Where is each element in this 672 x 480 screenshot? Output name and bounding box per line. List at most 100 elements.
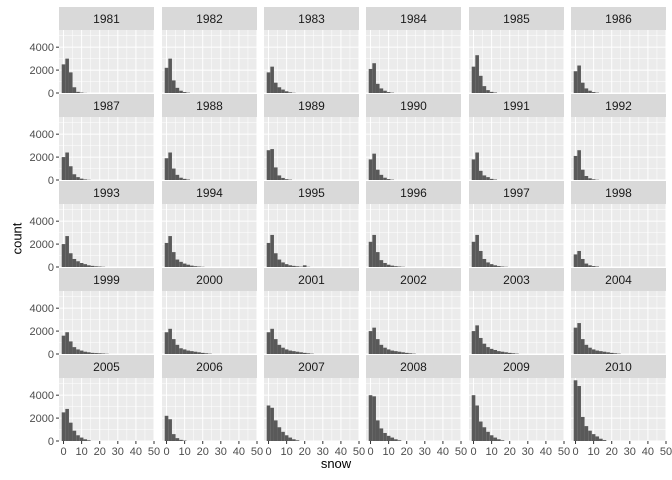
panel-background [162,30,257,93]
histogram-bar [478,337,483,354]
histogram-bar [273,420,278,441]
histogram-bar [368,395,373,441]
histogram-bar [266,150,271,180]
x-tick-label: 50 [353,446,365,458]
histogram-bar [171,252,176,267]
facet-strip-label: 2008 [400,360,427,374]
histogram-bar [394,439,398,441]
histogram-bar [580,169,585,180]
histogram-bar [372,153,376,180]
x-tick-label: 30 [624,446,636,458]
histogram-bar [386,264,391,267]
facet-strip-label: 2006 [196,360,223,374]
facet-panel-1983: 1983 [264,7,360,94]
y-tick-label: 2000 [30,326,54,338]
x-tick-label: 30 [317,446,329,458]
facet-strip [366,94,461,117]
histogram-bar [175,438,180,441]
facet-panel-1982: 1982 [162,7,258,94]
histogram-bar [591,266,596,267]
histogram-bar [584,263,589,267]
x-tick-label: 0 [265,446,271,458]
x-tick-label: 20 [197,446,209,458]
histogram-bar [266,332,271,354]
facet-strip [366,181,461,204]
histogram-bar [375,169,380,180]
histogram-bar [90,265,95,267]
histogram-bar [375,252,380,267]
histogram-bar [478,250,483,267]
histogram-bar [266,72,271,93]
histogram-bar [302,265,307,267]
histogram-bar [482,175,487,180]
facet-panel-1986: 1986 [571,7,667,94]
facet-strip [469,181,564,204]
histogram-bar [97,353,102,354]
histogram-bar [599,438,603,441]
histogram-bar [273,82,278,93]
histogram-bar [386,92,391,93]
facet-strip-label: 2002 [400,273,427,287]
histogram-bar [175,344,180,354]
histogram-bar [171,80,176,93]
histogram-bar [573,155,578,180]
histogram-bar [295,440,300,441]
y-tick-label: 2000 [30,65,54,77]
x-tick-label: 20 [94,446,106,458]
panel-background [469,30,564,93]
panel-background [469,117,564,180]
x-tick-label: 0 [367,446,373,458]
x-tick-label: 50 [251,446,263,458]
histogram-bar [486,262,490,267]
histogram-bar [493,349,498,354]
facet-strip-label: 1992 [605,99,632,113]
facet-strip-label: 1984 [400,12,427,26]
histogram-bar [164,67,169,93]
histogram-bar [76,435,80,441]
histogram-bar [482,427,487,441]
histogram-bar [602,351,607,354]
histogram-bar [372,327,376,354]
x-tick-label: 10 [178,446,190,458]
histogram-bar [182,178,187,180]
facet-strip-label: 1999 [93,273,120,287]
histogram-bar [270,66,274,93]
x-tick-label: 40 [335,446,347,458]
histogram-bar [375,420,380,441]
facet-strip [162,94,257,117]
facet-panel-1984: 1984 [366,7,462,94]
histogram-bar [277,175,282,180]
panel-background [469,291,564,354]
facet-strip-label: 1987 [93,99,120,113]
histogram-bar [482,258,487,267]
histogram-bar [573,327,578,354]
histogram-bar [613,353,618,354]
x-tick-label: 40 [642,446,654,458]
x-tick-label: 20 [401,446,413,458]
histogram-bar [197,352,201,354]
facet-strip-label: 1995 [298,186,325,200]
histogram-bar [577,250,581,267]
facet-panel-2003: 2003 [469,268,565,355]
facet-panel-2000: 2000 [162,268,258,355]
histogram-bar [588,90,592,93]
x-tick-label: 20 [606,446,618,458]
histogram-bar [386,349,391,354]
histogram-bar [281,177,285,180]
histogram-bar [375,83,380,93]
histogram-bar [584,426,589,441]
x-tick-label: 20 [504,446,516,458]
histogram-bar [471,331,476,354]
histogram-bar [489,178,494,180]
histogram-bar [179,439,183,441]
x-tick-label: 30 [419,446,431,458]
histogram-bar [577,386,581,441]
histogram-bar [486,177,490,180]
histogram-bar [171,168,176,180]
histogram-bar [368,331,373,354]
histogram-bar [591,179,596,180]
facet-strip [469,7,564,30]
panel-background [571,30,666,93]
histogram-bar [270,328,274,354]
